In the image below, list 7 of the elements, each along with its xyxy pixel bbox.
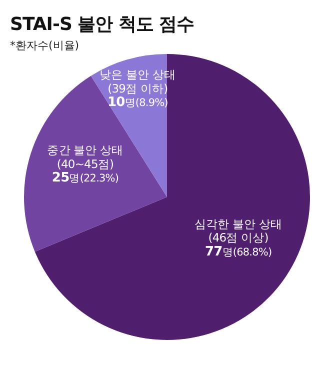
- chart-subtitle: *환자수(비율): [10, 38, 80, 53]
- slice-label: 심각한 불안 상태 (46점 이상): [194, 216, 282, 245]
- chart-title: STAI-S 불안 척도 점수: [10, 13, 194, 36]
- data-label: 25명(22.3%): [52, 170, 119, 186]
- slice-label: 중간 불안 상태 (40~45점): [47, 143, 124, 171]
- data-label: 77명(68.8%): [205, 244, 272, 260]
- pie-slice: [34, 54, 310, 340]
